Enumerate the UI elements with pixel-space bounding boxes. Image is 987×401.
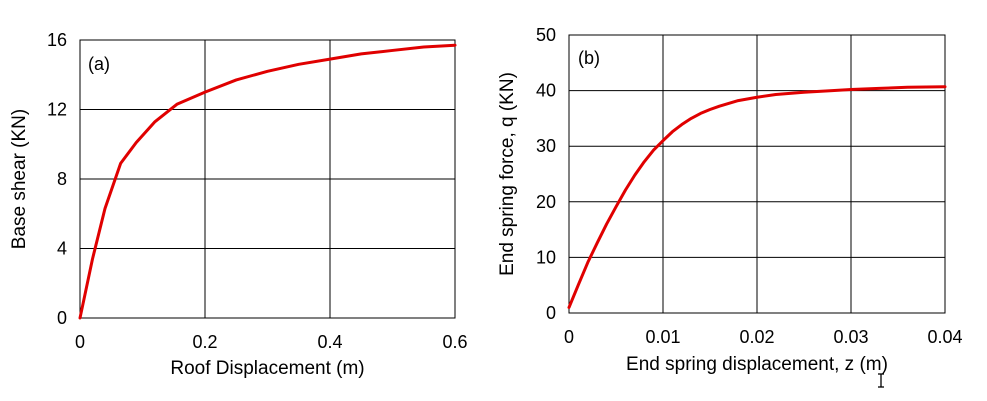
text-cursor-icon [878,373,884,388]
x-tick-label: 0 [564,327,574,347]
x-tick-label: 0.6 [442,332,467,352]
y-tick-label: 4 [57,239,67,259]
chart-b-series-line [567,85,947,309]
y-tick-label: 0 [57,308,67,328]
chart-b-x-axis-label: End spring displacement, z (m) [626,354,888,375]
x-tick-label: 0.03 [833,327,868,347]
y-tick-label: 16 [47,30,67,50]
chart-b-y-axis-label: End spring force, q (KN) [497,72,518,276]
y-tick-label: 50 [536,25,556,45]
x-tick-label: 0.4 [317,332,342,352]
chart-a-plot-frame [79,39,456,319]
x-tick-label: 0.01 [645,327,680,347]
y-tick-label: 40 [536,81,556,101]
chart-b-grid [568,34,946,314]
x-tick-label: 0.2 [192,332,217,352]
x-tick-label: 0 [75,332,85,352]
chart-b-plot-frame [568,34,946,314]
chart-a-series-line [78,43,457,320]
y-tick-label: 20 [536,192,556,212]
chart-a-grid [79,39,456,319]
y-tick-label: 8 [57,169,67,189]
y-tick-label: 0 [546,303,556,323]
y-tick-label: 12 [47,100,67,120]
x-tick-label: 0.02 [739,327,774,347]
chart-a-x-axis-label: Roof Displacement (m) [170,358,364,379]
chart-a: 0 0.2 0.4 0.6 0 4 8 12 16 (a) Roof Displacement… [9,30,468,379]
chart-a-y-axis-label: Base shear (KN) [9,109,30,249]
chart-b-y-tick-labels: 0 10 20 30 40 50 [536,25,556,323]
chart-a-x-tick-labels: 0 0.2 0.4 0.6 [75,332,468,352]
x-tick-label: 0.04 [927,327,962,347]
chart-a-panel-label: (a) [88,54,110,74]
chart-b-panel-label: (b) [578,48,600,68]
y-tick-label: 30 [536,136,556,156]
y-tick-label: 10 [536,247,556,267]
chart-b: 0 0.01 0.02 0.03 0.04 0 10 20 30 40 50 (b) End sp… [497,25,963,375]
chart-b-x-tick-labels: 0 0.01 0.02 0.03 0.04 [564,327,963,347]
chart-a-y-tick-labels: 0 4 8 12 16 [47,30,67,328]
